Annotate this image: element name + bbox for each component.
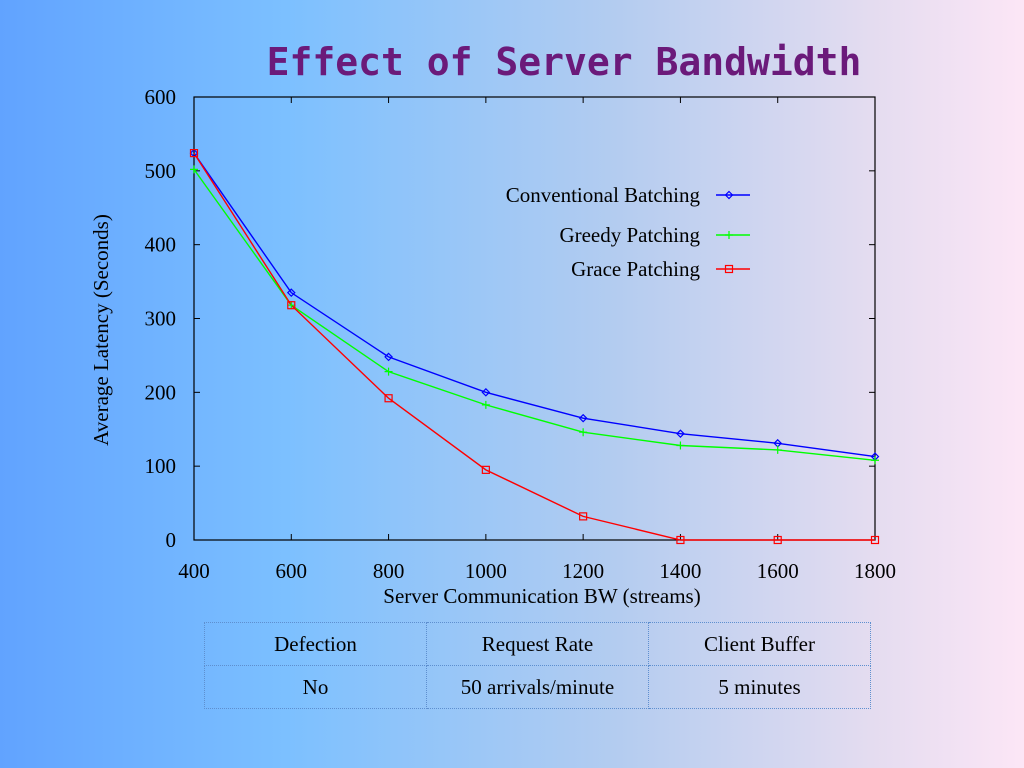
conventional-batching-point <box>384 352 393 362</box>
legend: Conventional Batching Greedy Patching Grac… <box>506 183 750 281</box>
conventional-batching-point <box>481 387 491 397</box>
y-tick-label: 100 <box>145 454 177 478</box>
y-tick-label: 300 <box>145 307 177 331</box>
table-cell: 50 arrivals/minute <box>426 665 649 709</box>
x-tick-label: 600 <box>276 559 308 583</box>
axis-ticks <box>193 96 876 541</box>
x-tick-label: 1000 <box>465 559 507 583</box>
y-axis-title: Average Latency (Seconds) <box>89 214 113 446</box>
greedy-patching-point <box>773 445 782 454</box>
y-tick-label: 200 <box>145 380 177 404</box>
y-tick-label: 600 <box>145 85 177 109</box>
greedy-patching-point <box>481 400 490 409</box>
table-cell: 5 minutes <box>648 665 871 709</box>
x-tick-label: 400 <box>178 559 210 583</box>
grace-patching-point <box>579 512 588 521</box>
x-axis-title: Server Communication BW (streams) <box>383 584 700 608</box>
table-cell: No <box>204 665 427 709</box>
legend-marker-grace-patching <box>724 264 734 274</box>
table-header-row: Defection Request Rate Client Buffer <box>204 622 871 666</box>
greedy-patching-point <box>287 301 296 310</box>
conventional-batching-line <box>193 152 876 458</box>
x-tick-label: 1200 <box>562 559 604 583</box>
greedy-patching-point <box>190 165 198 174</box>
greedy-patching-point <box>579 428 588 437</box>
legend-marker-greedy-patching <box>725 231 733 239</box>
plot-frame <box>193 96 876 541</box>
x-tick-label: 1600 <box>757 559 799 583</box>
y-tick-labels: 0 100 200 300 400 500 600 <box>145 85 177 552</box>
x-tick-label: 1400 <box>659 559 701 583</box>
x-tick-labels: 400 600 800 1000 1200 1400 1600 1800 <box>178 559 896 583</box>
x-tick-label: 1800 <box>854 559 896 583</box>
conventional-batching-point <box>578 413 588 423</box>
y-tick-label: 400 <box>145 233 177 257</box>
conventional-batching-point <box>286 288 296 298</box>
grace-patching-line <box>193 152 875 541</box>
latency-line-chart: 400 600 800 1000 1200 1400 1600 1800 0 100 200 300… <box>89 85 896 608</box>
parameters-table: Defection Request Rate Client Buffer No … <box>204 622 871 709</box>
table-header-cell: Request Rate <box>426 622 649 666</box>
x-tick-label: 800 <box>373 559 405 583</box>
greedy-patching-point <box>871 456 879 465</box>
legend-label: Grace Patching <box>571 257 700 281</box>
series-lines <box>193 152 876 541</box>
grace-patching-point <box>773 535 782 545</box>
grace-patching-point <box>870 535 880 545</box>
legend-marker-conventional-batching <box>724 190 734 200</box>
grace-patching-point <box>676 535 685 545</box>
slide-title: Effect of Server Bandwidth <box>266 40 862 84</box>
grace-patching-point <box>189 149 199 158</box>
series-markers <box>189 148 880 545</box>
grace-patching-point <box>481 465 490 474</box>
greedy-patching-line <box>193 168 876 461</box>
grace-patching-point <box>384 394 393 403</box>
legend-label: Conventional Batching <box>506 183 701 207</box>
table-row: No 50 arrivals/minute 5 minutes <box>204 665 871 709</box>
conventional-batching-point <box>676 429 685 439</box>
table-header-cell: Defection <box>204 622 427 666</box>
legend-label: Greedy Patching <box>559 223 700 247</box>
greedy-patching-point <box>676 441 685 450</box>
grace-patching-point <box>287 301 296 310</box>
greedy-patching-point <box>384 367 393 376</box>
table-header-cell: Client Buffer <box>648 622 871 666</box>
y-tick-label: 500 <box>145 159 177 183</box>
y-tick-label: 0 <box>166 528 177 552</box>
